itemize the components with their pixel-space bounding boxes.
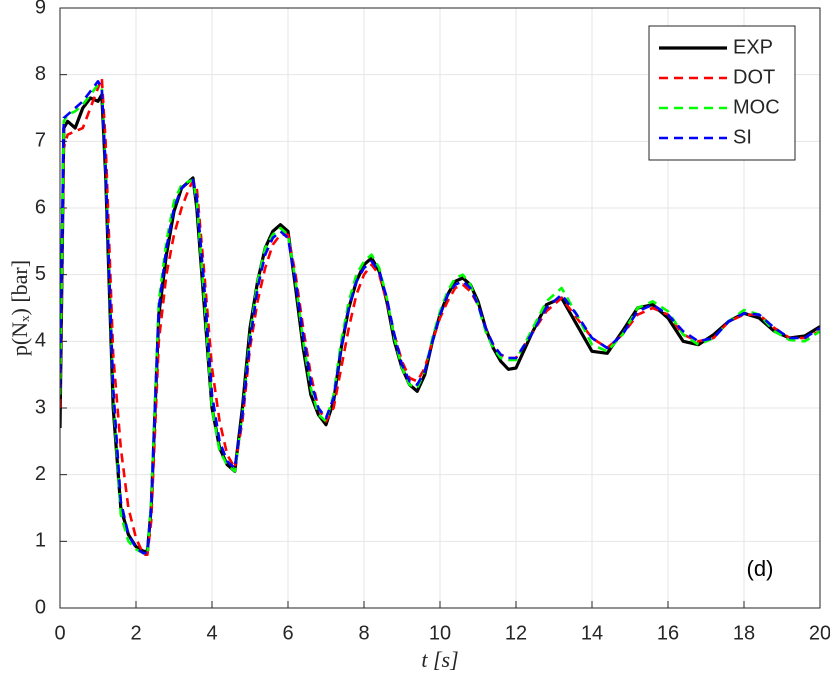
legend-label: SI	[733, 126, 752, 148]
x-tick-label: 10	[429, 622, 451, 644]
y-tick-label: 2	[35, 463, 46, 485]
x-tick-label: 18	[733, 622, 755, 644]
y-axis-label: p(Nₓ) [bar]	[7, 260, 32, 356]
x-tick-label: 20	[809, 622, 830, 644]
x-tick-label: 0	[54, 622, 65, 644]
x-tick-label: 2	[130, 622, 141, 644]
legend-label: EXP	[733, 36, 773, 58]
axes-box	[59, 7, 821, 609]
x-tick-label: 16	[657, 622, 679, 644]
y-tick-label: 9	[35, 0, 46, 18]
series-line	[60, 80, 820, 555]
y-tick-label: 6	[35, 196, 46, 218]
y-tick-label: 3	[35, 396, 46, 418]
legend-label: DOT	[733, 66, 775, 88]
x-tick-label: 6	[282, 622, 293, 644]
x-tick-label: 14	[581, 622, 603, 644]
x-axis-label: t [s]	[421, 647, 458, 672]
y-tick-label: 0	[35, 596, 46, 618]
x-tick-label: 8	[358, 622, 369, 644]
y-tick-label: 4	[35, 330, 46, 352]
legend-label: MOC	[733, 96, 780, 118]
annotation: (d)	[747, 556, 774, 581]
x-tick-label: 12	[505, 622, 527, 644]
x-tick-label: 4	[206, 622, 217, 644]
y-tick-label: 7	[35, 130, 46, 152]
legend-box	[648, 25, 796, 161]
y-tick-label: 8	[35, 63, 46, 85]
y-tick-label: 5	[35, 263, 46, 285]
y-tick-label: 1	[35, 530, 46, 552]
